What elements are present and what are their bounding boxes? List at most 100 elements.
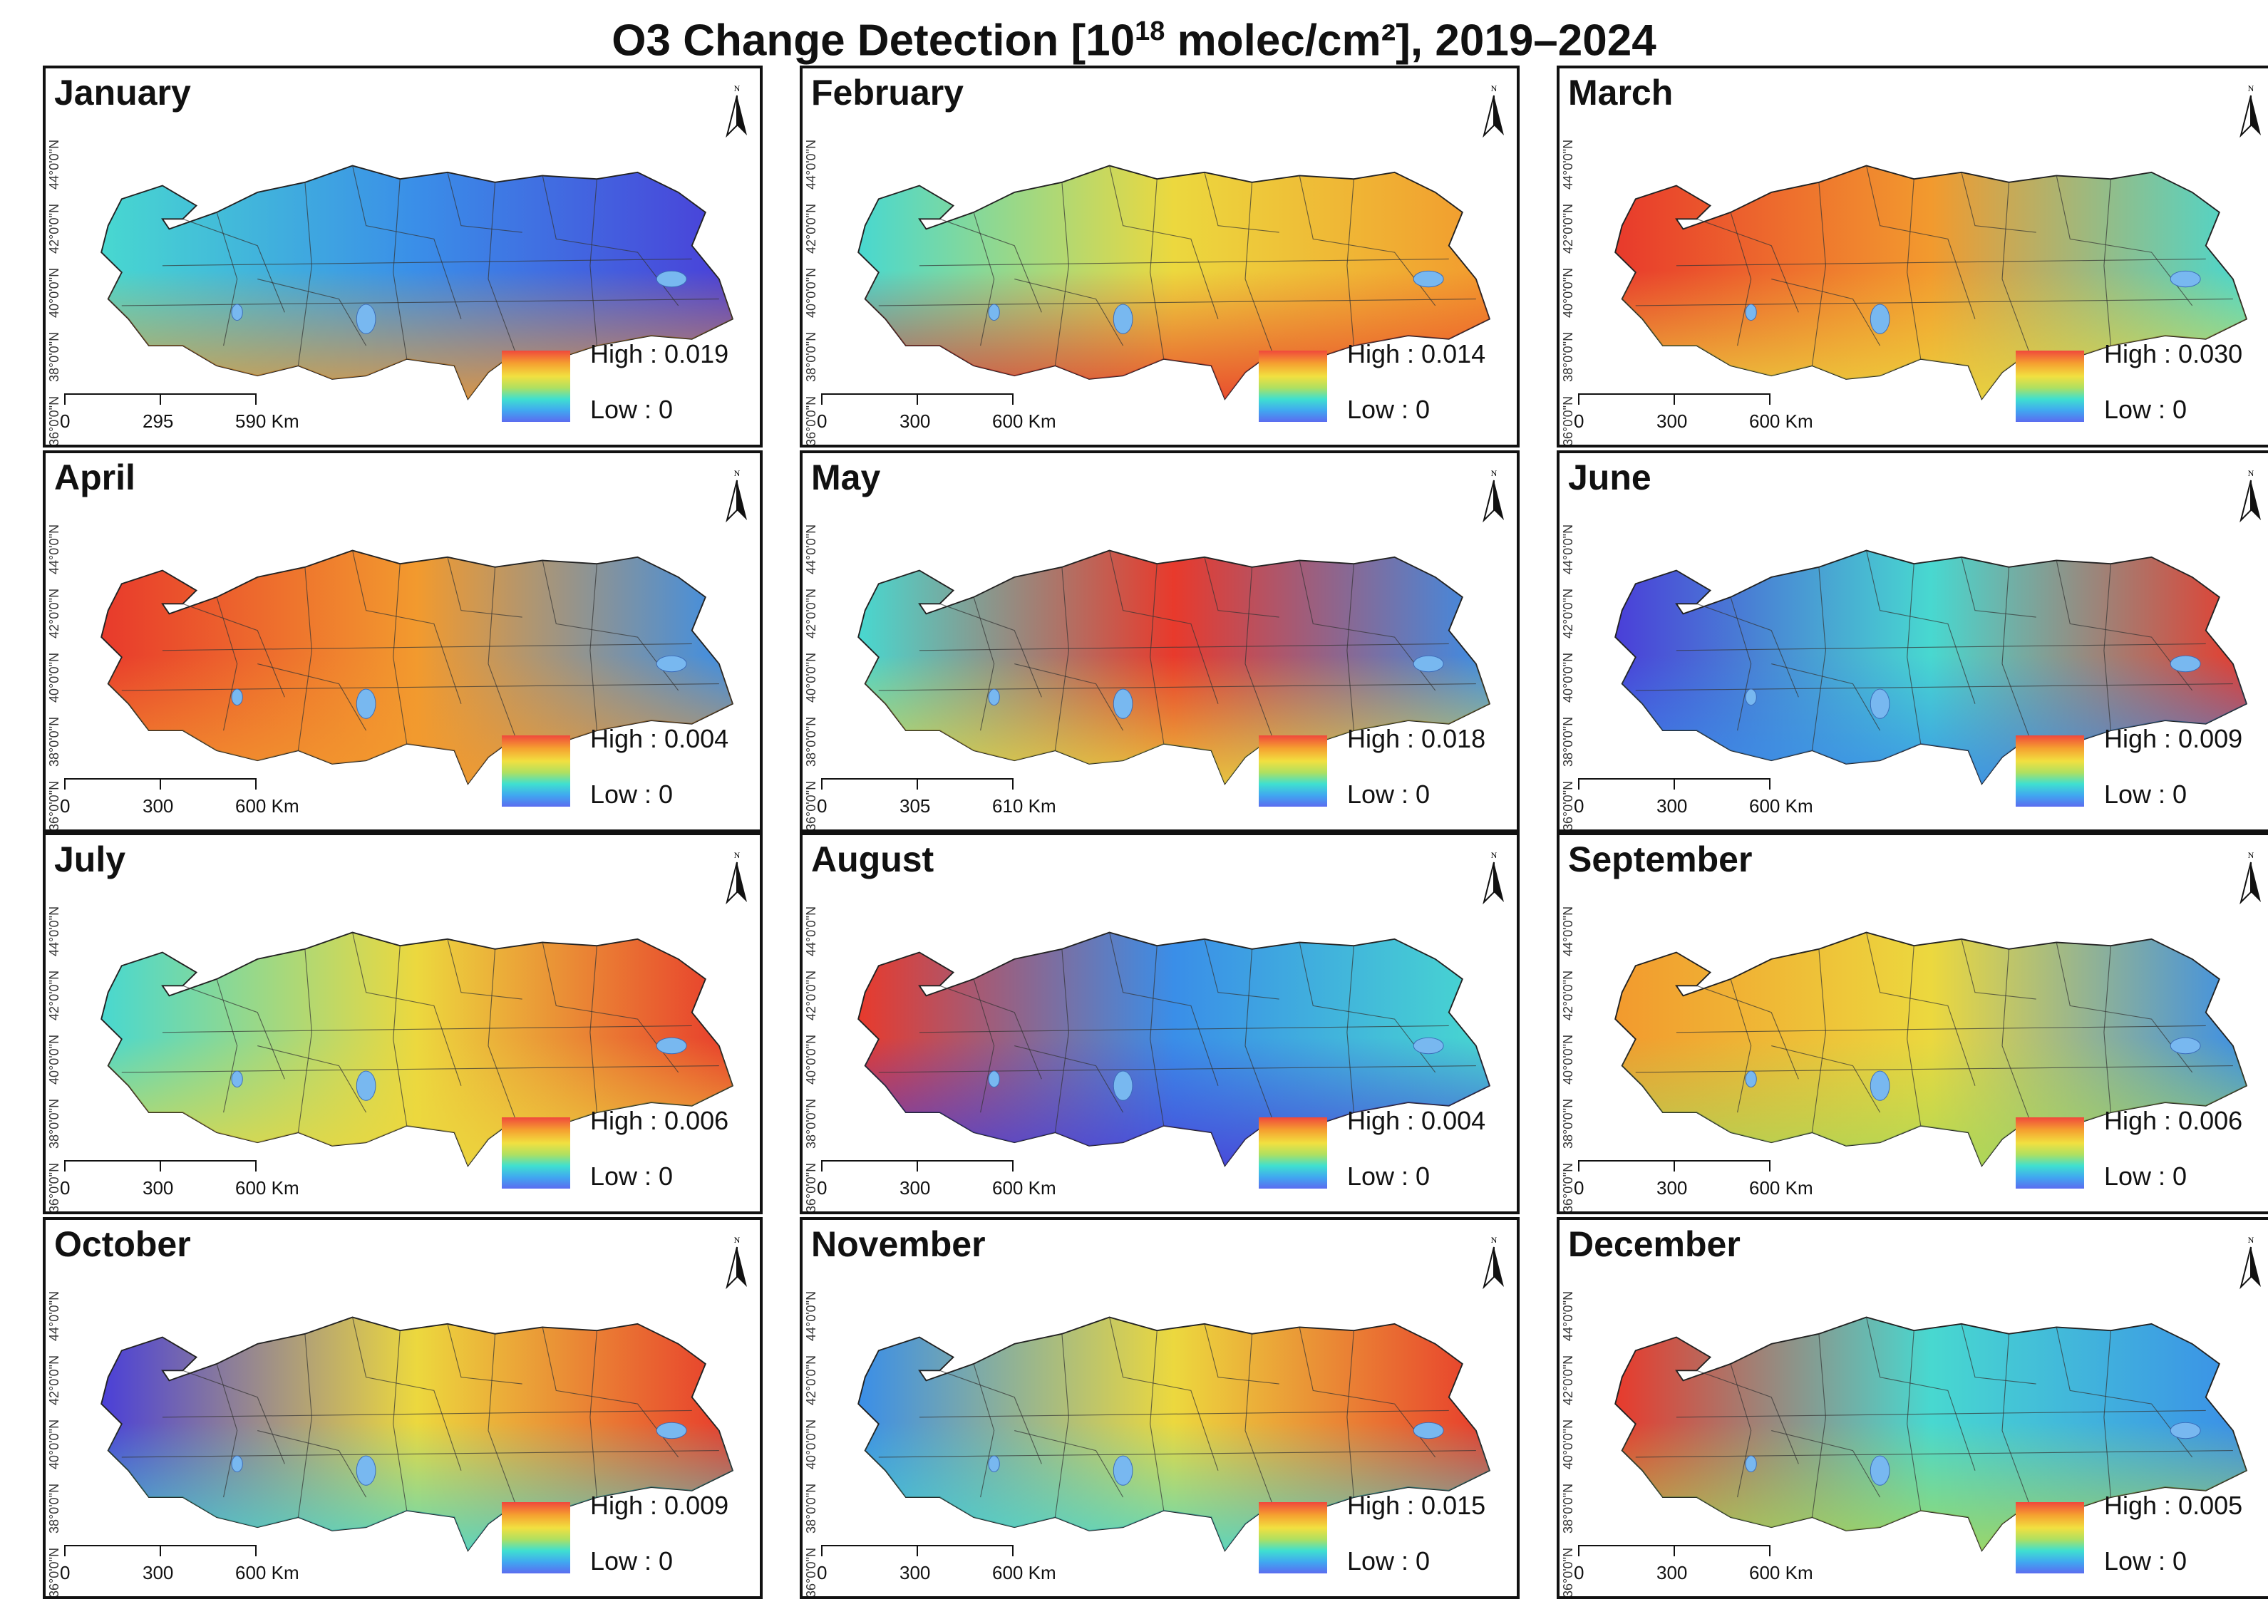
turkey-map bbox=[100, 549, 734, 785]
scale-tick bbox=[1012, 1545, 1014, 1556]
turkey-map bbox=[857, 165, 1491, 400]
scale-tick bbox=[917, 1545, 918, 1556]
province-boundary bbox=[973, 978, 995, 1113]
province-boundary bbox=[1866, 1317, 1976, 1471]
latitude-label: 42°0'0"N bbox=[47, 970, 61, 1020]
latitude-label: 42°0'0"N bbox=[47, 203, 61, 254]
turkey-map bbox=[1614, 1316, 2248, 1552]
legend-high: High : 0.030 bbox=[2104, 339, 2243, 368]
scale-tick bbox=[64, 393, 66, 405]
scale-tick bbox=[160, 778, 161, 790]
lake bbox=[1745, 1070, 1757, 1088]
province-boundary bbox=[2103, 946, 2111, 1113]
north-arrow-icon: N bbox=[723, 83, 751, 140]
province-boundary bbox=[1961, 172, 2036, 233]
scale-bar: 0 305 610 Km bbox=[814, 774, 1056, 819]
province-boundary bbox=[1109, 165, 1219, 319]
scale-label: 600 Km bbox=[1749, 795, 1813, 817]
scale-label: 300 bbox=[1656, 410, 1688, 432]
legend-low: Low : 0 bbox=[590, 780, 674, 809]
province-boundary bbox=[2001, 948, 2030, 1119]
province-boundary bbox=[1109, 550, 1219, 704]
province-boundary bbox=[1730, 978, 1752, 1113]
province-boundary bbox=[973, 596, 995, 731]
scale-label: 300 bbox=[143, 1562, 174, 1583]
latitude-label: 42°0'0"N bbox=[804, 588, 818, 638]
province-boundary bbox=[1346, 1330, 1354, 1498]
svg-text:N: N bbox=[1491, 468, 1498, 478]
turkey-map bbox=[1614, 549, 2248, 785]
latitude-label: 38°0'0"N bbox=[47, 1483, 61, 1534]
color-legend: High : 0.019 Low : 0 bbox=[502, 339, 758, 432]
province-boundary bbox=[878, 1450, 1476, 1458]
title-prefix: O3 Change Detection [10 bbox=[612, 16, 1135, 66]
province-boundary bbox=[1676, 1410, 2206, 1418]
province-boundary bbox=[1635, 299, 2233, 306]
latitude-label: 42°0'0"N bbox=[804, 1355, 818, 1405]
latitude-label: 38°0'0"N bbox=[804, 331, 818, 382]
legend-high: High : 0.014 bbox=[1347, 339, 1486, 368]
province-boundary bbox=[589, 946, 597, 1113]
legend-low: Low : 0 bbox=[590, 1162, 674, 1191]
map-panel-march: 44°0'0"N 42°0'0"N 40°0'0"N 38°0'0"N 36°0'0"N… bbox=[1557, 66, 2268, 448]
color-legend: High : 0.005 Low : 0 bbox=[2016, 1491, 2268, 1583]
lake bbox=[356, 1455, 376, 1486]
lake bbox=[1413, 655, 1444, 673]
province-boundary bbox=[1771, 1045, 1881, 1113]
province-boundary bbox=[973, 212, 995, 346]
north-arrow-icon: N bbox=[1480, 467, 1508, 524]
scale-tick bbox=[917, 393, 918, 405]
province-boundary bbox=[257, 663, 367, 731]
turkey-map bbox=[857, 549, 1491, 785]
lake bbox=[1870, 1455, 1890, 1486]
latitude-label: 38°0'0"N bbox=[804, 716, 818, 767]
south-shading bbox=[1615, 932, 2247, 1166]
province-boundary bbox=[919, 1025, 1449, 1033]
scale-label: 0 bbox=[1574, 1177, 1584, 1199]
province-boundary bbox=[1811, 182, 1826, 366]
scale-label: 300 bbox=[143, 795, 174, 817]
province-boundary bbox=[2001, 182, 2030, 353]
scale-label: 0 bbox=[817, 795, 828, 817]
scale-label: 600 Km bbox=[235, 1562, 299, 1583]
province-boundary bbox=[447, 938, 522, 1000]
lake bbox=[988, 1455, 1000, 1473]
svg-text:N: N bbox=[2248, 850, 2254, 860]
province-boundary bbox=[1907, 179, 1922, 359]
lake bbox=[1113, 1455, 1133, 1486]
scale-tick bbox=[64, 778, 66, 790]
scale-label: 600 Km bbox=[235, 795, 299, 817]
legend-color-ramp bbox=[1259, 1502, 1327, 1573]
province-boundary bbox=[1346, 564, 1354, 731]
legend-low: Low : 0 bbox=[1347, 395, 1431, 424]
map-panel-october: 44°0'0"N 42°0'0"N 40°0'0"N 38°0'0"N 36°0'0"N… bbox=[43, 1217, 763, 1599]
legend-high: High : 0.006 bbox=[2104, 1106, 2243, 1135]
scale-bar: 0 300 600 Km bbox=[57, 1156, 299, 1201]
latitude-label: 42°0'0"N bbox=[1561, 203, 1575, 254]
map-svg bbox=[100, 1316, 734, 1552]
scale-label: 300 bbox=[900, 1177, 931, 1199]
legend-color-ramp bbox=[2016, 1502, 2084, 1573]
svg-text:N: N bbox=[1491, 83, 1498, 93]
scale-tick bbox=[255, 778, 257, 790]
province-boundary bbox=[1204, 172, 1279, 233]
province-boundary bbox=[352, 550, 462, 704]
legend-low: Low : 0 bbox=[2104, 395, 2187, 424]
month-title: October bbox=[54, 1224, 191, 1264]
legend-low: Low : 0 bbox=[2104, 1546, 2187, 1576]
province-boundary bbox=[447, 172, 522, 233]
scale-label: 0 bbox=[1574, 1562, 1584, 1583]
province-boundary bbox=[1696, 218, 1799, 313]
month-title: June bbox=[1568, 457, 1651, 497]
map-panel-july: 44°0'0"N 42°0'0"N 40°0'0"N 38°0'0"N 36°0'0"N… bbox=[43, 832, 763, 1214]
province-boundary bbox=[878, 683, 1476, 691]
province-boundary bbox=[1866, 932, 1976, 1086]
province-boundary bbox=[162, 643, 692, 651]
latitude-label: 38°0'0"N bbox=[47, 716, 61, 767]
south-shading bbox=[101, 550, 733, 784]
province-boundary bbox=[1771, 278, 1881, 346]
scale-label: 600 Km bbox=[1749, 1177, 1813, 1199]
province-boundary bbox=[2103, 179, 2111, 346]
map-panel-december: 44°0'0"N 42°0'0"N 40°0'0"N 38°0'0"N 36°0'0"N… bbox=[1557, 1217, 2268, 1599]
legend-high: High : 0.006 bbox=[590, 1106, 729, 1135]
